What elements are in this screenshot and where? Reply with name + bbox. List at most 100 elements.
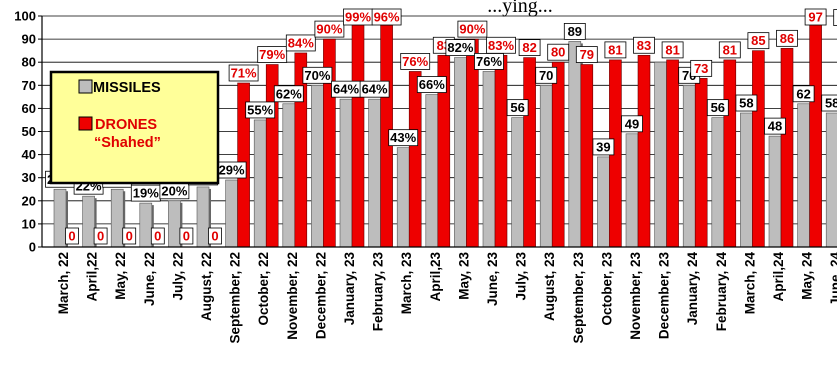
legend-drones-sublabel: “Shahed” — [94, 135, 161, 151]
drone-label-box — [604, 41, 627, 59]
missile-data-label: 62% — [276, 86, 302, 101]
missile-label-box — [245, 101, 276, 119]
drones-bar — [408, 71, 422, 248]
missile-label-box — [273, 85, 304, 103]
x-category-label: December, 22 — [313, 252, 328, 339]
x-category-label: February, 23 — [371, 252, 386, 332]
missiles-bar — [740, 112, 753, 248]
missile-data-label: 64% — [333, 82, 359, 97]
drone-data-label: 79% — [259, 47, 285, 62]
drone-data-label: 76% — [402, 54, 428, 69]
drones-bar — [752, 50, 765, 248]
drone-data-label: 86 — [780, 31, 794, 46]
x-category-label: March, 23 — [399, 252, 414, 315]
x-category-label: October, 23 — [599, 252, 614, 326]
missiles-bar — [597, 156, 610, 248]
drone-data-label: 80 — [551, 45, 565, 60]
missile-label-box — [792, 85, 815, 103]
drone-label-box — [122, 227, 137, 245]
missiles-bar — [225, 179, 238, 248]
missiles-bar — [425, 94, 439, 248]
missiles-bar — [82, 195, 95, 248]
missile-label-box — [735, 94, 758, 112]
drone-data-label: 0 — [211, 229, 218, 244]
drones-bar — [523, 57, 536, 248]
missiles-bar — [139, 202, 153, 248]
missile-data-label: 70 — [539, 68, 553, 83]
y-tick-label: 10 — [22, 216, 36, 231]
missile-label-box — [388, 129, 419, 147]
y-tick-label: 100 — [14, 9, 36, 24]
missile-data-label: 58 — [739, 96, 753, 111]
missiles-bar — [825, 112, 837, 248]
legend-missiles-swatch — [78, 79, 93, 94]
missile-label-box — [535, 66, 558, 84]
x-category-label: March, 22 — [56, 252, 71, 314]
missile-label-box — [764, 117, 786, 135]
missile-data-label: 20% — [161, 183, 187, 198]
drone-label-box — [208, 227, 222, 245]
y-tick-label: 50 — [22, 124, 36, 139]
missiles-bar-shade — [94, 198, 97, 247]
x-category-label: June, 24 — [828, 252, 837, 307]
missiles-bar — [168, 200, 181, 248]
missiles-bar — [339, 98, 353, 248]
x-category-label: June, 22 — [142, 252, 157, 306]
drone-data-label: 83 — [637, 38, 651, 53]
drone-data-label: 81 — [608, 42, 622, 57]
drone-data-label: 90% — [459, 22, 485, 37]
missile-label-box — [621, 115, 643, 133]
y-tick-label: 60 — [22, 101, 36, 116]
y-tick-label: 40 — [22, 147, 36, 162]
y-tick-label: 0 — [29, 240, 36, 255]
x-category-label: November, 23 — [628, 252, 643, 340]
x-category-label: April,22 — [85, 252, 100, 302]
x-category-label: January, 23 — [342, 252, 357, 326]
missile-label-box — [359, 80, 390, 98]
drone-label-box — [718, 41, 741, 59]
drone-label-box — [486, 36, 516, 54]
missile-data-label: 70% — [304, 68, 330, 83]
missiles-bar — [253, 119, 267, 248]
drone-data-label: 0 — [154, 229, 161, 244]
x-category-label: July, 23 — [514, 252, 529, 301]
drone-label-box — [690, 59, 713, 77]
x-category-label: August, 23 — [542, 252, 557, 322]
x-category-label: August, 22 — [199, 252, 214, 321]
drone-data-label: 0 — [183, 229, 190, 244]
drone-label-box — [179, 227, 194, 245]
missile-data-label: 62 — [796, 86, 810, 101]
drone-label-box — [65, 227, 79, 245]
missiles-bar — [482, 71, 496, 248]
missile-label-box — [506, 99, 529, 117]
drone-label-box — [371, 8, 402, 26]
drone-data-label: 82 — [522, 40, 536, 55]
missile-label-box — [302, 66, 333, 84]
drone-label-box — [400, 53, 431, 70]
drone-data-label: 85 — [751, 33, 765, 48]
missile-data-label: 48 — [768, 119, 782, 134]
missiles-bar — [454, 57, 467, 248]
missile-data-label: 55% — [247, 102, 273, 117]
drones-bar — [809, 22, 822, 248]
drone-label-box — [776, 29, 798, 47]
drone-data-label: 84% — [288, 35, 314, 50]
missile-data-label: 58 — [825, 96, 837, 111]
x-category-label: January, 24 — [685, 252, 700, 326]
drone-label-box — [747, 32, 770, 50]
missiles-bar-shade — [151, 205, 154, 247]
missile-data-label: 56 — [711, 100, 725, 115]
missiles-bar — [625, 133, 639, 248]
drone-label-box — [633, 36, 655, 54]
x-category-label: March, 24 — [742, 252, 757, 315]
drone-data-label: 71% — [231, 65, 257, 80]
drone-data-label: 83% — [488, 38, 514, 53]
x-category-label: April,23 — [428, 252, 443, 302]
missile-data-label: 56 — [510, 100, 524, 115]
legend: MISSILES DRONES “Shahed” — [49, 70, 220, 185]
missiles-bar — [311, 85, 324, 248]
missiles-bar — [568, 41, 582, 248]
x-category-label: July, 22 — [170, 252, 185, 301]
